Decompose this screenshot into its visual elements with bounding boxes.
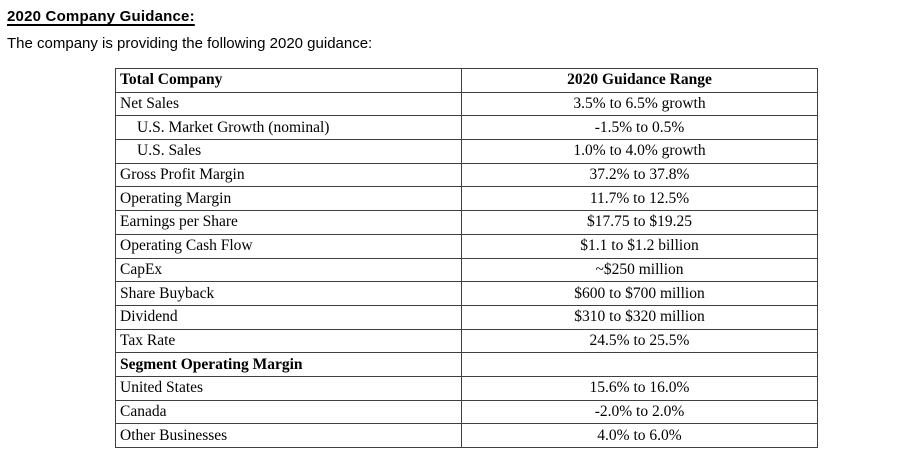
row-value: 3.5% to 6.5% growth: [461, 91, 818, 117]
row-label: Operating Cash Flow: [115, 233, 462, 259]
table-row: U.S. Market Growth (nominal) -1.5% to 0.5…: [115, 115, 818, 141]
row-label: Dividend: [115, 304, 462, 330]
table-row: Segment Operating Margin: [115, 352, 818, 377]
page-title: 2020 Company Guidance:: [7, 8, 195, 25]
row-value: -2.0% to 2.0%: [461, 399, 818, 425]
column-header-total-company: Total Company: [115, 68, 462, 93]
row-value: 24.5% to 25.5%: [461, 328, 818, 354]
row-value: 1.0% to 4.0% growth: [461, 139, 818, 164]
row-label: Canada: [115, 399, 462, 425]
row-value: $1.1 to $1.2 billion: [461, 233, 818, 259]
table-row: United States 15.6% to 16.0%: [115, 375, 818, 401]
table-header-row: Total Company 2020 Guidance Range: [115, 68, 818, 93]
row-value: 11.7% to 12.5%: [461, 186, 818, 212]
row-label: Operating Margin: [115, 186, 462, 212]
row-value: $600 to $700 million: [461, 281, 818, 306]
row-value: $17.75 to $19.25: [461, 210, 818, 235]
row-label: Earnings per Share: [115, 210, 462, 235]
row-label: U.S. Sales: [115, 139, 462, 164]
table-row: CapEx ~$250 million: [115, 257, 818, 283]
row-value: [461, 352, 818, 377]
row-label: Net Sales: [115, 91, 462, 117]
row-label: Other Businesses: [115, 423, 462, 448]
row-value: $310 to $320 million: [461, 304, 818, 330]
row-label: Share Buyback: [115, 281, 462, 306]
table-row: Earnings per Share $17.75 to $19.25: [115, 210, 818, 235]
row-label: Gross Profit Margin: [115, 162, 462, 188]
table-row: Operating Cash Flow $1.1 to $1.2 billion: [115, 233, 818, 259]
table-row: U.S. Sales 1.0% to 4.0% growth: [115, 139, 818, 164]
row-label: United States: [115, 375, 462, 401]
row-value: 4.0% to 6.0%: [461, 423, 818, 448]
table-row: Canada -2.0% to 2.0%: [115, 399, 818, 425]
row-label: Segment Operating Margin: [115, 352, 462, 377]
row-label: U.S. Market Growth (nominal): [115, 115, 462, 141]
row-value: 37.2% to 37.8%: [461, 162, 818, 188]
table-row: Net Sales 3.5% to 6.5% growth: [115, 91, 818, 117]
row-label: Tax Rate: [115, 328, 462, 354]
table-row: Operating Margin 11.7% to 12.5%: [115, 186, 818, 212]
row-value: 15.6% to 16.0%: [461, 375, 818, 401]
table-row: Other Businesses 4.0% to 6.0%: [115, 423, 818, 448]
intro-text: The company is providing the following 2…: [7, 35, 373, 52]
row-value: ~$250 million: [461, 257, 818, 283]
column-header-guidance-range: 2020 Guidance Range: [461, 68, 818, 93]
guidance-table: Total Company 2020 Guidance Range Net Sa…: [115, 68, 818, 448]
row-label: CapEx: [115, 257, 462, 283]
guidance-table-body: Net Sales 3.5% to 6.5% growth U.S. Market …: [115, 91, 818, 448]
table-row: Dividend $310 to $320 million: [115, 304, 818, 330]
table-row: Share Buyback $600 to $700 million: [115, 281, 818, 306]
row-value: -1.5% to 0.5%: [461, 115, 818, 141]
table-row: Tax Rate 24.5% to 25.5%: [115, 328, 818, 354]
table-row: Gross Profit Margin 37.2% to 37.8%: [115, 162, 818, 188]
